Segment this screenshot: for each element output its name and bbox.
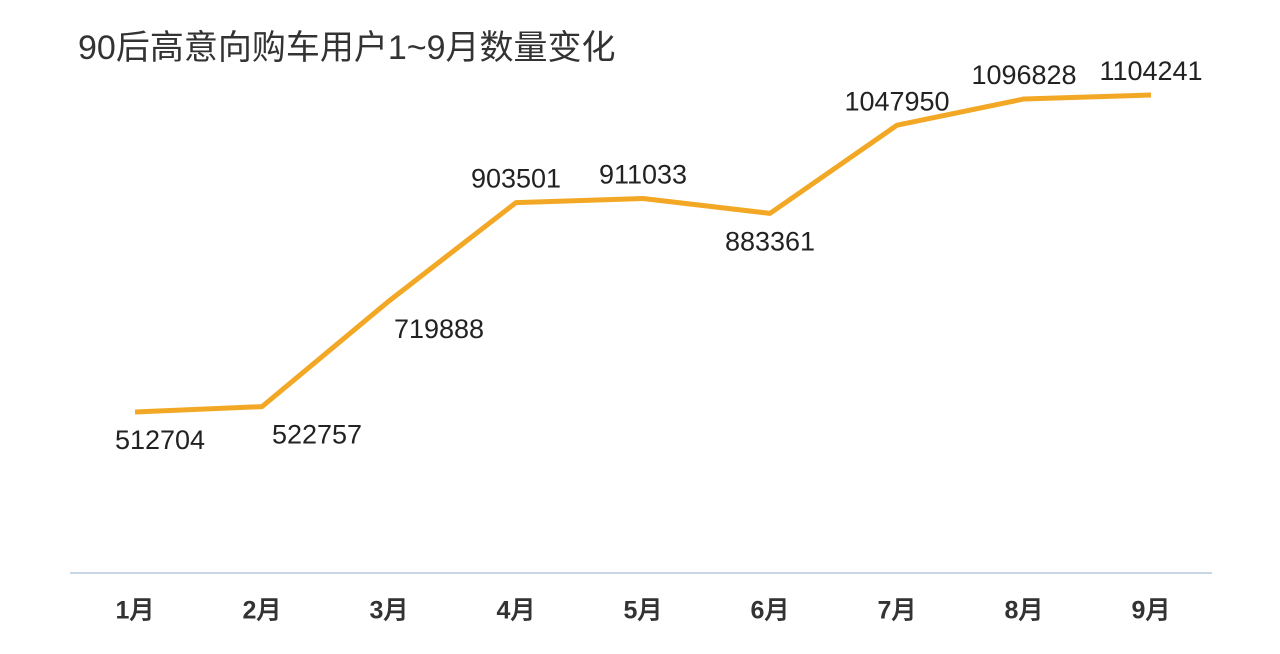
x-tick-label: 4月: [497, 597, 536, 625]
x-tick-label: 3月: [370, 597, 409, 625]
line: [134, 92, 1152, 415]
data-label: 512704: [115, 425, 205, 455]
x-tick-label: 8月: [1005, 597, 1044, 625]
data-label: 522757: [272, 420, 362, 450]
x-tick-label: 9月: [1132, 597, 1171, 625]
data-label: 1096828: [971, 60, 1076, 90]
data-label: 883361: [725, 226, 815, 256]
x-tick-label: 6月: [751, 597, 790, 625]
data-label: 1104241: [1099, 56, 1202, 86]
x-tick-label: 7月: [878, 597, 917, 625]
x-tick-label: 5月: [624, 597, 663, 625]
chart-title: 90后高意向购车用户1~9月数量变化: [78, 29, 616, 67]
data-label: 903501: [471, 164, 561, 194]
data-label: 1047950: [844, 86, 949, 116]
x-tick-label: 2月: [243, 597, 282, 625]
data-label: 719888: [394, 314, 484, 344]
data-label: 911033: [599, 160, 687, 190]
x-tick-label: 1月: [116, 597, 155, 625]
